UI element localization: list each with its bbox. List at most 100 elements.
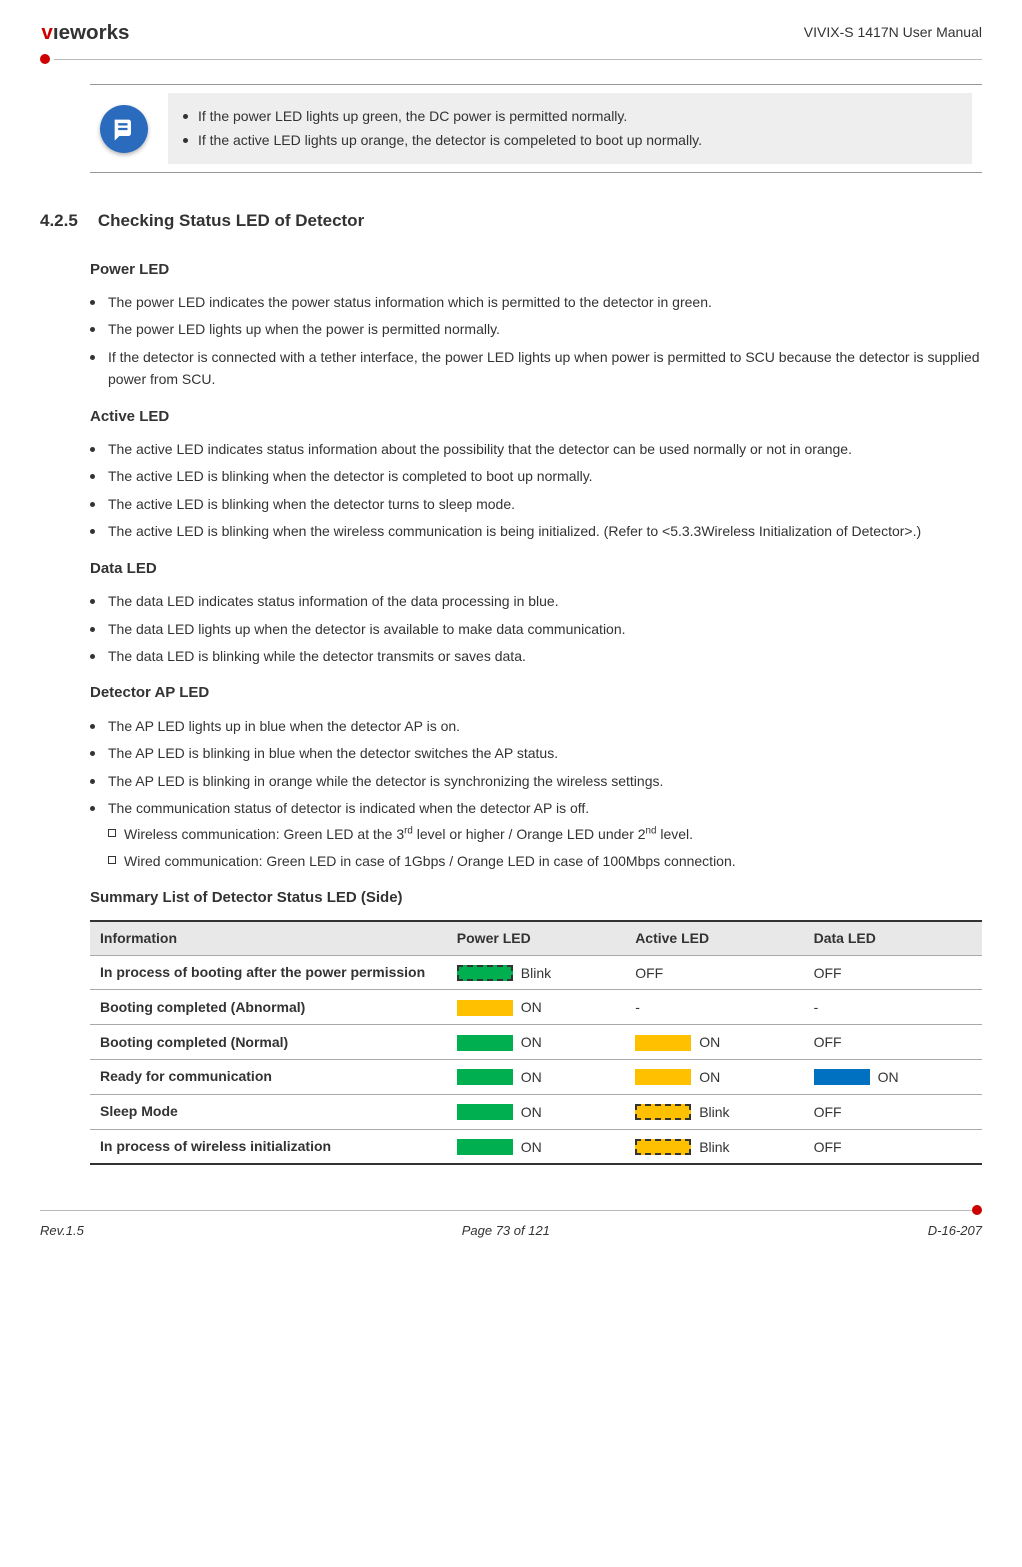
led-swatch xyxy=(635,1104,691,1120)
table-header: Information xyxy=(90,921,447,956)
note-box: If the power LED lights up green, the DC… xyxy=(90,84,982,173)
table-cell: ON xyxy=(447,1025,625,1060)
list-item: The data LED indicates status informatio… xyxy=(90,590,982,612)
footer-page: Page 73 of 121 xyxy=(462,1221,550,1241)
sub-item: Wired communication: Green LED in case o… xyxy=(108,850,982,872)
sub-item: Wireless communication: Green LED at the… xyxy=(108,823,982,845)
ap-led-list: The AP LED lights up in blue when the de… xyxy=(90,715,982,872)
table-cell: OFF xyxy=(804,1025,982,1060)
table-row: Booting completed (Normal) ON ON OFF xyxy=(90,1025,982,1060)
led-text: OFF xyxy=(814,1138,842,1154)
led-swatch xyxy=(457,965,513,981)
page-header: vıeworks VIVIX-S 1417N User Manual xyxy=(40,20,982,44)
table-cell: ON xyxy=(447,1094,625,1129)
list-item: The data LED lights up when the detector… xyxy=(90,618,982,640)
table-cell: ON xyxy=(625,1060,803,1095)
table-row: In process of booting after the power pe… xyxy=(90,955,982,990)
table-row: Ready for communication ON ON ON xyxy=(90,1060,982,1095)
section-number: 4.2.5 xyxy=(40,208,78,234)
list-item: The AP LED lights up in blue when the de… xyxy=(90,715,982,737)
svg-text:vıeworks: vıeworks xyxy=(41,21,129,44)
table-cell: ON xyxy=(447,1060,625,1095)
led-text: OFF xyxy=(814,1104,842,1120)
led-swatch xyxy=(457,1000,513,1016)
table-cell: Blink xyxy=(625,1094,803,1129)
led-text: - xyxy=(635,999,640,1015)
list-item: The AP LED is blinking in blue when the … xyxy=(90,742,982,764)
note-icon xyxy=(100,105,148,153)
header-divider xyxy=(40,54,982,64)
table-cell: - xyxy=(625,990,803,1025)
note-text: If the power LED lights up green, the DC… xyxy=(168,93,972,164)
led-swatch xyxy=(635,1069,691,1085)
table-row-label: In process of booting after the power pe… xyxy=(90,955,447,990)
led-text: OFF xyxy=(814,964,842,980)
table-row-label: Booting completed (Abnormal) xyxy=(90,990,447,1025)
table-cell: ON xyxy=(447,990,625,1025)
table-cell: ON xyxy=(804,1060,982,1095)
data-led-list: The data LED indicates status informatio… xyxy=(90,590,982,667)
section-heading: 4.2.5 Checking Status LED of Detector xyxy=(40,208,982,234)
led-text: - xyxy=(814,999,819,1015)
document-title: VIVIX-S 1417N User Manual xyxy=(804,22,982,43)
led-text: Blink xyxy=(521,964,551,980)
summary-heading: Summary List of Detector Status LED (Sid… xyxy=(90,887,982,910)
led-swatch xyxy=(635,1035,691,1051)
led-text: ON xyxy=(521,1104,542,1120)
table-row-label: Booting completed (Normal) xyxy=(90,1025,447,1060)
led-swatch xyxy=(457,1104,513,1120)
active-led-list: The active LED indicates status informat… xyxy=(90,438,982,543)
footer-rev: Rev.1.5 xyxy=(40,1221,84,1241)
table-row-label: Ready for communication xyxy=(90,1060,447,1095)
list-item: The data LED is blinking while the detec… xyxy=(90,645,982,667)
footer-docno: D-16-207 xyxy=(928,1221,982,1241)
table-cell: OFF xyxy=(804,1094,982,1129)
list-item: The active LED is blinking when the dete… xyxy=(90,493,982,515)
led-text: ON xyxy=(521,1034,542,1050)
list-item: The power LED indicates the power status… xyxy=(90,291,982,313)
list-item: The power LED lights up when the power i… xyxy=(90,318,982,340)
note-item: If the active LED lights up orange, the … xyxy=(183,130,957,151)
led-text: ON xyxy=(521,1069,542,1085)
led-text: ON xyxy=(699,1034,720,1050)
led-swatch xyxy=(814,1069,870,1085)
led-swatch xyxy=(457,1069,513,1085)
list-item: If the detector is connected with a teth… xyxy=(90,346,982,391)
table-cell: OFF xyxy=(804,1129,982,1164)
data-led-heading: Data LED xyxy=(90,558,982,581)
table-header: Active LED xyxy=(625,921,803,956)
power-led-heading: Power LED xyxy=(90,259,982,282)
table-cell: - xyxy=(804,990,982,1025)
page-footer: Rev.1.5 Page 73 of 121 D-16-207 xyxy=(40,1205,982,1241)
table-cell: OFF xyxy=(804,955,982,990)
list-item: The active LED indicates status informat… xyxy=(90,438,982,460)
led-text: Blink xyxy=(699,1138,729,1154)
led-text: ON xyxy=(521,1138,542,1154)
active-led-heading: Active LED xyxy=(90,406,982,429)
table-row-label: Sleep Mode xyxy=(90,1094,447,1129)
list-item: The AP LED is blinking in orange while t… xyxy=(90,770,982,792)
led-text: ON xyxy=(699,1069,720,1085)
ap-led-heading: Detector AP LED xyxy=(90,682,982,705)
logo: vıeworks xyxy=(40,20,180,44)
table-cell: Blink xyxy=(625,1129,803,1164)
table-cell: ON xyxy=(625,1025,803,1060)
led-swatch xyxy=(635,1139,691,1155)
led-swatch xyxy=(457,1035,513,1051)
table-cell: ON xyxy=(447,1129,625,1164)
table-row-label: In process of wireless initialization xyxy=(90,1129,447,1164)
list-item: The active LED is blinking when the wire… xyxy=(90,520,982,542)
section-title: Checking Status LED of Detector xyxy=(98,208,364,234)
table-row: Booting completed (Abnormal) ON - - xyxy=(90,990,982,1025)
led-text: Blink xyxy=(699,1104,729,1120)
table-row: In process of wireless initialization ON B… xyxy=(90,1129,982,1164)
led-text: ON xyxy=(521,999,542,1015)
table-cell: Blink xyxy=(447,955,625,990)
table-header: Data LED xyxy=(804,921,982,956)
list-item: The active LED is blinking when the dete… xyxy=(90,465,982,487)
power-led-list: The power LED indicates the power status… xyxy=(90,291,982,391)
led-text: ON xyxy=(878,1069,899,1085)
led-text: OFF xyxy=(635,964,663,980)
list-item: The communication status of detector is … xyxy=(90,797,982,872)
table-cell: OFF xyxy=(625,955,803,990)
